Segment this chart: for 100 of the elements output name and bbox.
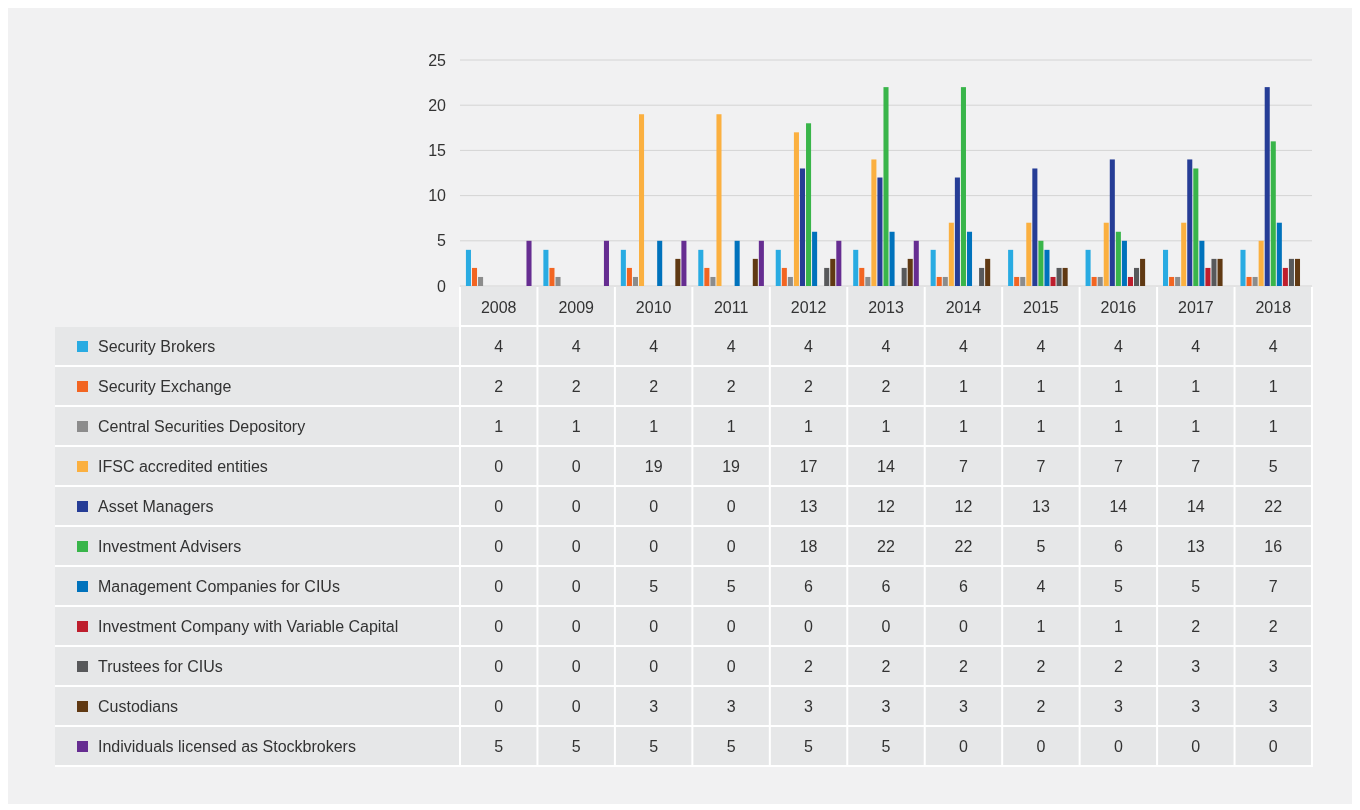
y-tick-label: 0 <box>437 277 447 295</box>
bar <box>1044 249 1050 286</box>
legend-label: Central Securities Depository <box>98 417 306 435</box>
data-label: 14 <box>1186 497 1205 515</box>
bar <box>1246 276 1252 286</box>
data-label: 3 <box>959 697 968 715</box>
bar <box>639 114 645 286</box>
data-label: 0 <box>494 617 504 635</box>
data-label: 0 <box>881 617 891 635</box>
data-label: 6 <box>959 577 968 595</box>
bar <box>549 267 555 286</box>
bar <box>1205 267 1211 286</box>
data-label: 4 <box>1036 337 1046 355</box>
data-label: 4 <box>959 337 968 355</box>
data-label: 2 <box>804 657 814 675</box>
data-label: 0 <box>1191 737 1201 755</box>
data-label: 1 <box>649 417 659 435</box>
bar <box>1109 159 1115 286</box>
bar <box>698 249 704 286</box>
data-label: 1 <box>1036 617 1046 635</box>
data-label: 1 <box>804 417 814 435</box>
bar <box>471 267 478 286</box>
bar <box>793 132 799 286</box>
x-tick-label: 2008 <box>480 298 517 316</box>
bar <box>985 258 991 286</box>
data-label: 0 <box>649 657 659 675</box>
data-label: 3 <box>1191 697 1201 715</box>
data-label: 0 <box>1268 737 1278 755</box>
data-label: 14 <box>1109 497 1128 515</box>
data-label: 6 <box>1113 537 1123 555</box>
data-label: 1 <box>1191 417 1201 435</box>
data-label: 0 <box>649 497 659 515</box>
x-tick-label: 2017 <box>1178 298 1214 316</box>
legend-label: Individuals licensed as Stockbrokers <box>98 737 356 755</box>
data-label: 0 <box>494 657 504 675</box>
bar <box>1062 267 1068 286</box>
x-tick-label: 2018 <box>1255 298 1292 316</box>
data-label: 0 <box>571 697 581 715</box>
data-label: 2 <box>726 377 736 395</box>
bar <box>603 240 609 286</box>
data-label: 1 <box>1268 377 1278 395</box>
legend-label: Security Brokers <box>98 337 216 355</box>
bar <box>1288 258 1294 286</box>
y-tick-label: 25 <box>428 51 447 69</box>
data-label: 5 <box>1268 457 1278 475</box>
bar <box>930 249 936 286</box>
bar <box>1211 258 1217 286</box>
data-label: 2 <box>571 377 581 395</box>
bar <box>1127 276 1134 286</box>
data-label: 7 <box>1113 457 1123 475</box>
data-label: 2 <box>1191 617 1201 635</box>
legend-label: Investment Company with Variable Capital <box>98 617 399 635</box>
bar <box>710 276 716 286</box>
data-label: 3 <box>1191 657 1201 675</box>
data-label: 5 <box>1113 577 1123 595</box>
data-label: 1 <box>881 417 891 435</box>
bar <box>871 159 877 286</box>
bar <box>1240 249 1246 286</box>
bar <box>1169 276 1175 286</box>
legend-label: Custodians <box>98 697 179 715</box>
legend-label: Asset Managers <box>98 497 214 515</box>
x-tick-label: 2010 <box>635 298 672 316</box>
data-label: 7 <box>1036 457 1046 475</box>
data-label: 3 <box>649 697 659 715</box>
data-label: 0 <box>649 617 659 635</box>
bar <box>1187 159 1193 286</box>
data-label: 5 <box>649 737 659 755</box>
bar <box>526 240 532 286</box>
bar <box>960 87 966 286</box>
data-label: 13 <box>1032 497 1050 515</box>
data-label: 2 <box>1036 697 1046 715</box>
data-label: 1 <box>1113 417 1123 435</box>
bar <box>1163 249 1169 286</box>
data-label: 2 <box>804 377 814 395</box>
bar <box>1050 276 1056 286</box>
data-label: 6 <box>881 577 891 595</box>
bar <box>543 249 549 286</box>
data-label: 3 <box>726 697 736 715</box>
data-label: 5 <box>1036 537 1046 555</box>
data-label: 3 <box>881 697 891 715</box>
bar <box>942 276 948 286</box>
bar <box>775 249 781 286</box>
data-label: 0 <box>571 457 581 475</box>
data-label: 1 <box>726 417 736 435</box>
bar <box>1252 276 1258 286</box>
bar <box>734 240 740 286</box>
data-label: 0 <box>571 577 581 595</box>
data-label: 14 <box>877 457 895 475</box>
bar <box>889 231 895 286</box>
data-label: 4 <box>881 337 891 355</box>
data-label: 0 <box>494 577 504 595</box>
data-label: 0 <box>1113 737 1123 755</box>
data-label: 22 <box>954 537 973 555</box>
data-label: 0 <box>1036 737 1046 755</box>
data-label: 2 <box>959 657 968 675</box>
data-label: 0 <box>494 457 504 475</box>
data-label: 0 <box>571 537 581 555</box>
bar <box>830 258 836 286</box>
bar <box>1199 240 1205 286</box>
y-tick-label: 5 <box>437 232 447 250</box>
